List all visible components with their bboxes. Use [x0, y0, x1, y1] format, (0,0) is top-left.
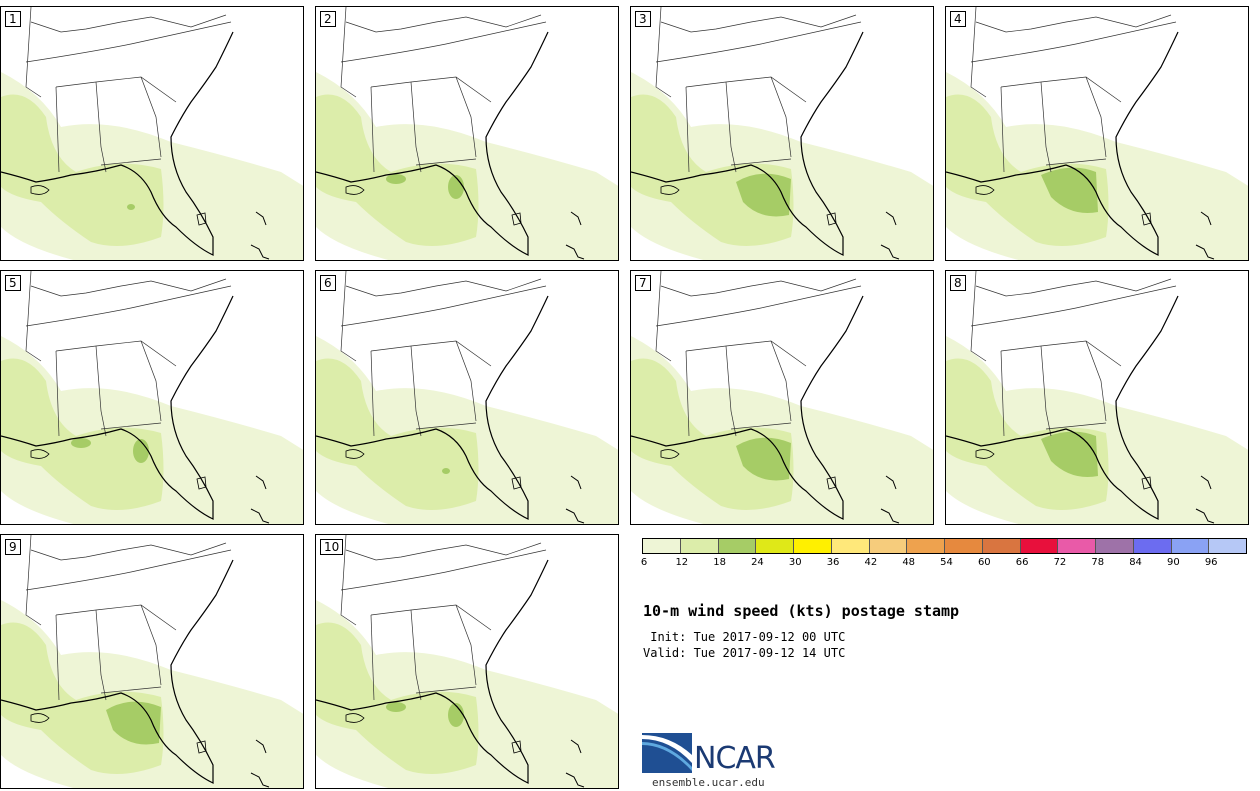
ensemble-member-panel: 9 — [0, 534, 304, 789]
member-number-label: 2 — [320, 11, 336, 27]
colorbar-swatch — [982, 539, 1021, 553]
colorbar-tick-label: 36 — [826, 557, 840, 568]
colorbar-tick-label: 66 — [1015, 557, 1029, 568]
wind-speed-map — [1, 7, 303, 260]
member-number-label: 6 — [320, 275, 336, 291]
colorbar-swatch — [643, 539, 681, 553]
wind-speed-map — [946, 7, 1248, 260]
member-number-label: 5 — [5, 275, 21, 291]
ensemble-member-panel: 8 — [945, 270, 1249, 525]
colorbar-swatch — [1058, 539, 1096, 553]
wind-speed-map — [1, 271, 303, 524]
member-number-label: 4 — [950, 11, 966, 27]
member-number-label: 10 — [320, 539, 344, 555]
colorbar-swatch — [756, 539, 794, 553]
member-number-label: 8 — [950, 275, 966, 291]
ensemble-member-panel: 7 — [630, 270, 934, 525]
colorbar-swatch — [1171, 539, 1210, 553]
ensemble-member-panel: 5 — [0, 270, 304, 525]
colorbar-tick-label: 54 — [940, 557, 953, 568]
colorbar-swatch — [794, 539, 832, 553]
colorbar-tick-label: 90 — [1167, 557, 1180, 568]
ensemble-member-panel: 2 — [315, 6, 619, 261]
colorbar-tick-label: 60 — [977, 557, 991, 568]
colorbar-tick-label: 18 — [713, 557, 726, 568]
wind-speed-map — [946, 271, 1248, 524]
colorbar-tick-label: 48 — [902, 557, 916, 568]
member-number-label: 7 — [635, 275, 651, 291]
ncar-logo: NCAR ensemble.ucar.edu — [642, 733, 792, 789]
wind-speed-colorbar — [642, 538, 1247, 554]
colorbar-swatch — [1096, 539, 1134, 553]
colorbar-swatch — [907, 539, 945, 553]
wind-speed-map — [316, 271, 618, 524]
ncar-wordmark: NCAR — [694, 741, 776, 776]
colorbar-swatch — [718, 539, 757, 553]
wind-speed-map — [631, 7, 933, 260]
wind-speed-map — [316, 7, 618, 260]
ensemble-member-panel: 10 — [315, 534, 619, 789]
colorbar-tick-label: 12 — [675, 557, 689, 568]
wind-speed-map — [631, 271, 933, 524]
ensemble-site-url: ensemble.ucar.edu — [652, 776, 765, 789]
colorbar-swatch — [1133, 539, 1172, 553]
member-number-label: 3 — [635, 11, 651, 27]
colorbar-tick-label: 42 — [864, 557, 878, 568]
valid-time: Valid: Tue 2017-09-12 14 UTC — [643, 646, 846, 660]
ensemble-member-panel: 3 — [630, 6, 934, 261]
colorbar-swatch — [831, 539, 870, 553]
colorbar-swatch — [680, 539, 719, 553]
colorbar-swatch — [1209, 539, 1246, 553]
colorbar-tick-label: 96 — [1204, 557, 1218, 568]
plot-title: 10-m wind speed (kts) postage stamp — [643, 602, 960, 620]
colorbar-tick-label: 30 — [788, 557, 802, 568]
ensemble-member-panel: 1 — [0, 6, 304, 261]
member-number-label: 9 — [5, 539, 21, 555]
ncar-swoosh-icon — [642, 733, 692, 773]
colorbar-ticks: 6 12 18 24 30 36 42 48 54 60 66 72 78 84 90 96 — [640, 557, 1247, 571]
colorbar-tick-label: 84 — [1129, 557, 1142, 568]
colorbar-tick-label: 24 — [751, 557, 764, 568]
colorbar-swatch — [945, 539, 983, 553]
colorbar-tick-label: 6 — [640, 557, 648, 568]
colorbar-tick-label: 78 — [1091, 557, 1105, 568]
wind-speed-map — [1, 535, 303, 788]
member-number-label: 1 — [5, 11, 21, 27]
colorbar-tick-label: 72 — [1053, 557, 1067, 568]
wind-speed-map — [316, 535, 618, 788]
init-time: Init: Tue 2017-09-12 00 UTC — [643, 630, 846, 644]
ensemble-member-panel: 6 — [315, 270, 619, 525]
colorbar-swatch — [1020, 539, 1059, 553]
ensemble-member-panel: 4 — [945, 6, 1249, 261]
colorbar-swatch — [869, 539, 908, 553]
